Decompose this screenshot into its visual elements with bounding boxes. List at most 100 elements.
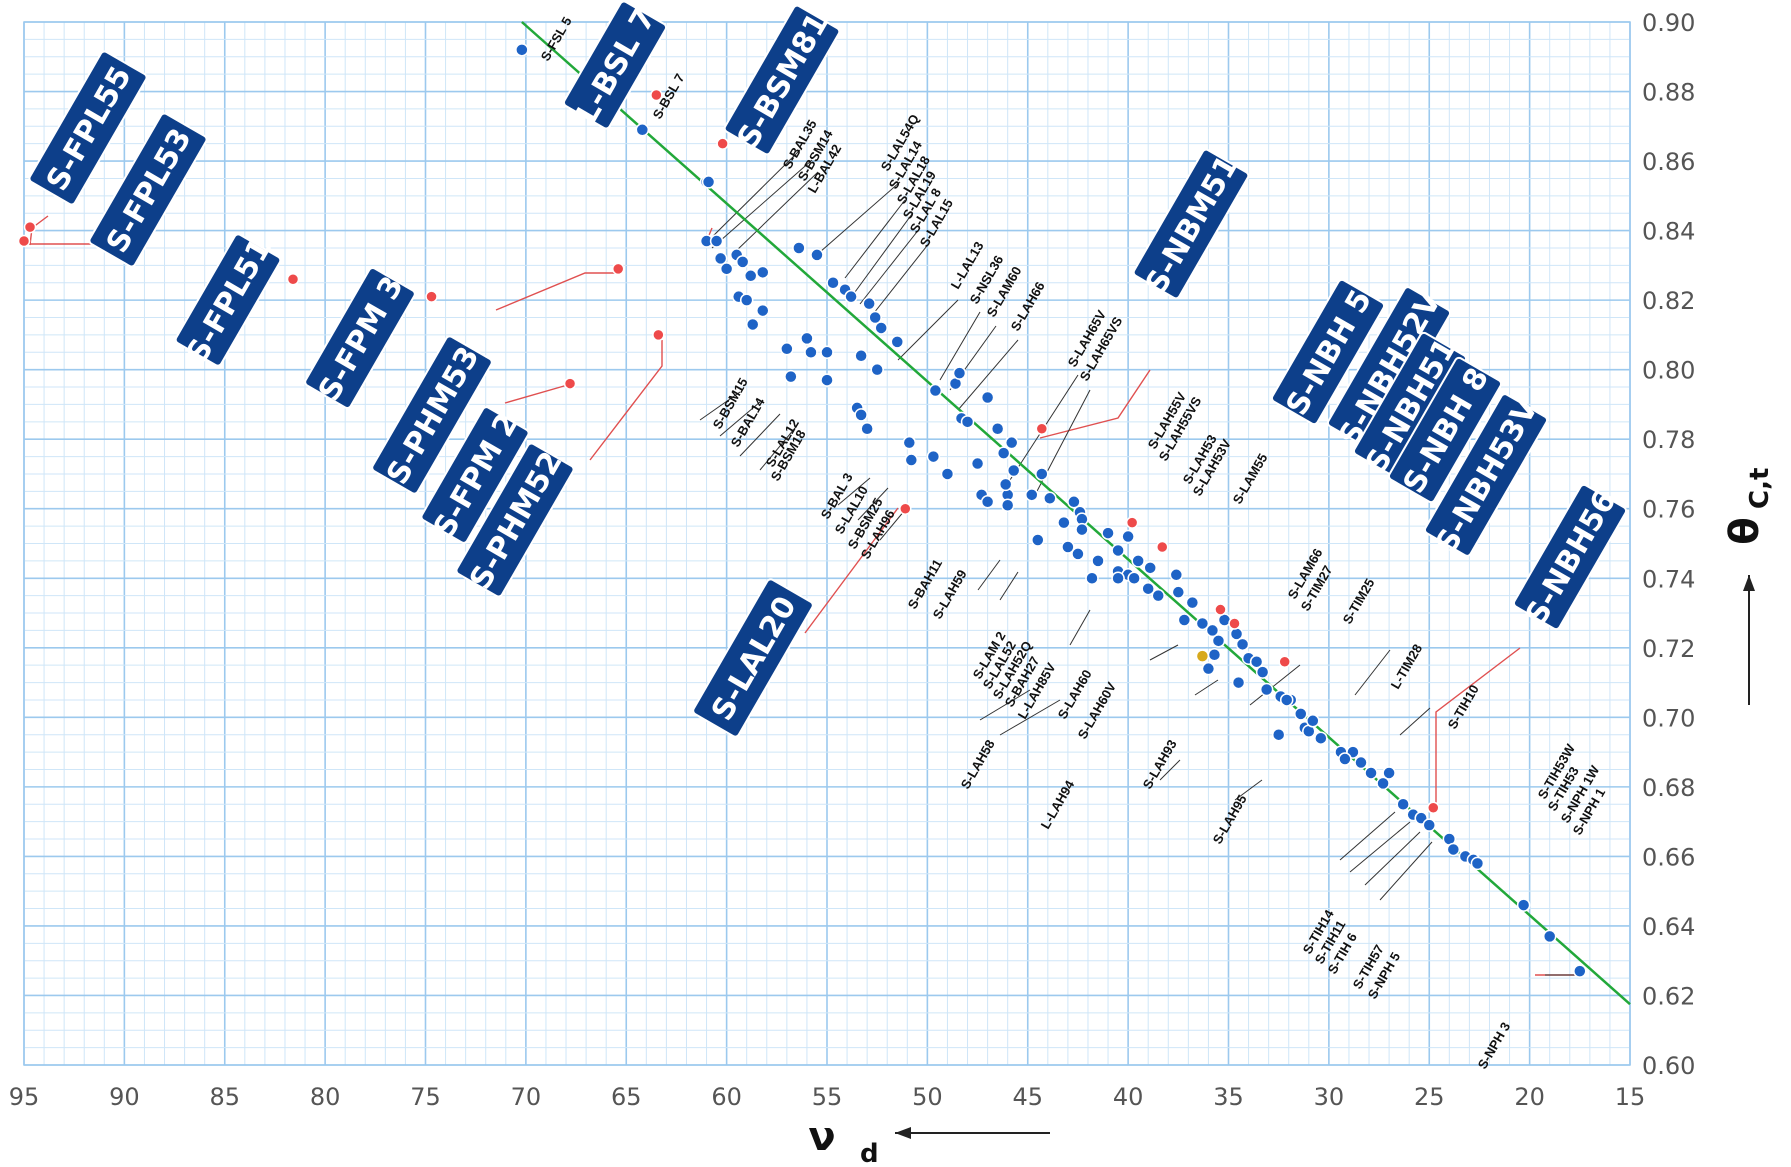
special-glass-point [650, 88, 663, 102]
glass-point [1061, 540, 1075, 554]
y-tick-label: 0.86 [1642, 148, 1695, 176]
glass-point [739, 293, 754, 307]
glass-point [820, 373, 834, 387]
special-glass-point [1156, 540, 1169, 554]
glass-point [810, 248, 824, 262]
y-tick-label: 0.66 [1642, 843, 1695, 871]
x-tick-label: 65 [611, 1083, 642, 1111]
y-tick-label: 0.68 [1642, 774, 1695, 802]
special-glass-point [23, 220, 37, 234]
data-points [17, 43, 1587, 978]
glass-point [1067, 495, 1081, 509]
leader-line [1379, 841, 1433, 901]
special-glass-point [1278, 655, 1291, 668]
glass-point [990, 422, 1005, 436]
special-glass-point [652, 328, 665, 342]
glass-point [1071, 547, 1085, 561]
leader-line [844, 199, 906, 279]
glass-point [1043, 491, 1057, 506]
leader-line [819, 181, 901, 253]
glass-point [635, 123, 650, 137]
glass-point [1057, 515, 1071, 530]
glass-point [1031, 533, 1045, 547]
reference-point [1195, 649, 1210, 663]
leader-line [837, 477, 871, 506]
glass-point [804, 345, 818, 360]
glass-point [1376, 776, 1390, 791]
glass-box-background [88, 112, 208, 268]
leader-line [859, 227, 921, 305]
leader-line [704, 149, 801, 245]
leader-line [1234, 779, 1263, 801]
glass-point [1573, 964, 1587, 978]
y-tick-label: 0.78 [1642, 426, 1695, 454]
glass-box-background [28, 50, 148, 206]
glass-box-background [174, 233, 282, 367]
glass-point [1306, 714, 1320, 728]
leader-line [1364, 831, 1421, 886]
glass-point [719, 262, 734, 276]
leader-line [879, 509, 906, 541]
glass-point [1235, 637, 1250, 652]
glass-point [735, 255, 750, 269]
special-glass-point [611, 262, 625, 276]
leader-line [854, 213, 913, 293]
glass-point [1249, 654, 1264, 669]
leader-line [719, 401, 761, 437]
glass-box-background [723, 4, 841, 156]
glass-box-background [304, 267, 416, 409]
glass-point [980, 495, 995, 509]
leader-line [739, 413, 781, 457]
special-glass-point [1125, 516, 1139, 529]
glass-point [1121, 529, 1135, 544]
glass-point [1382, 766, 1396, 780]
glass-point [902, 435, 917, 450]
leader-line [1194, 679, 1219, 696]
y-tick-label: 0.62 [1642, 982, 1695, 1010]
leader-line [979, 689, 1031, 721]
glass-point [792, 241, 806, 255]
y-axis-arrowhead [1743, 575, 1755, 591]
glass-point [1207, 648, 1222, 662]
glass-box-background [562, 0, 668, 130]
glass-point [1231, 675, 1246, 690]
glass-point [784, 369, 798, 384]
glass-box-background [1423, 393, 1549, 557]
glass-box-background [371, 335, 493, 495]
x-axis-title-subscript: d [860, 1139, 879, 1167]
special-glass-point [563, 377, 577, 390]
glass-point [1354, 755, 1368, 770]
special-glass-point [1214, 603, 1227, 616]
glass-point [1177, 613, 1192, 627]
y-axis-title-subscript: C,t [1745, 468, 1775, 509]
glass-box-background [455, 442, 575, 598]
x-axis-arrowhead [895, 1127, 911, 1139]
leader-lines [24, 149, 1580, 976]
glass-point [926, 449, 941, 464]
leader-line [869, 241, 931, 319]
glass-point [756, 303, 770, 318]
glass-point [960, 415, 975, 429]
glass-point [1169, 568, 1184, 582]
special-glass-point [1427, 801, 1440, 814]
glass-point [745, 317, 760, 332]
special-glass-point [716, 137, 729, 150]
glass-point [826, 276, 840, 290]
leader-line [711, 159, 813, 249]
glass-point [1171, 585, 1186, 599]
y-tick-label: 0.76 [1642, 496, 1695, 524]
x-tick-label: 30 [1314, 1083, 1345, 1111]
glass-point [1141, 581, 1155, 596]
glass-point [1127, 571, 1141, 586]
glass-point [820, 345, 834, 360]
y-axis-ticks: 0.60 0.62 0.64 0.66 0.68 0.70 0.72 0.74 0.76 0.78… [1642, 9, 1695, 1080]
glass-point [800, 331, 814, 346]
glass-point [1111, 543, 1125, 558]
y-tick-label: 0.70 [1642, 704, 1695, 732]
glass-point [1075, 522, 1089, 537]
leader-line [957, 339, 1019, 411]
glass-point [780, 342, 794, 356]
glass-point [996, 446, 1011, 460]
glass-point [1211, 634, 1226, 648]
x-tick-label: 25 [1414, 1083, 1445, 1111]
